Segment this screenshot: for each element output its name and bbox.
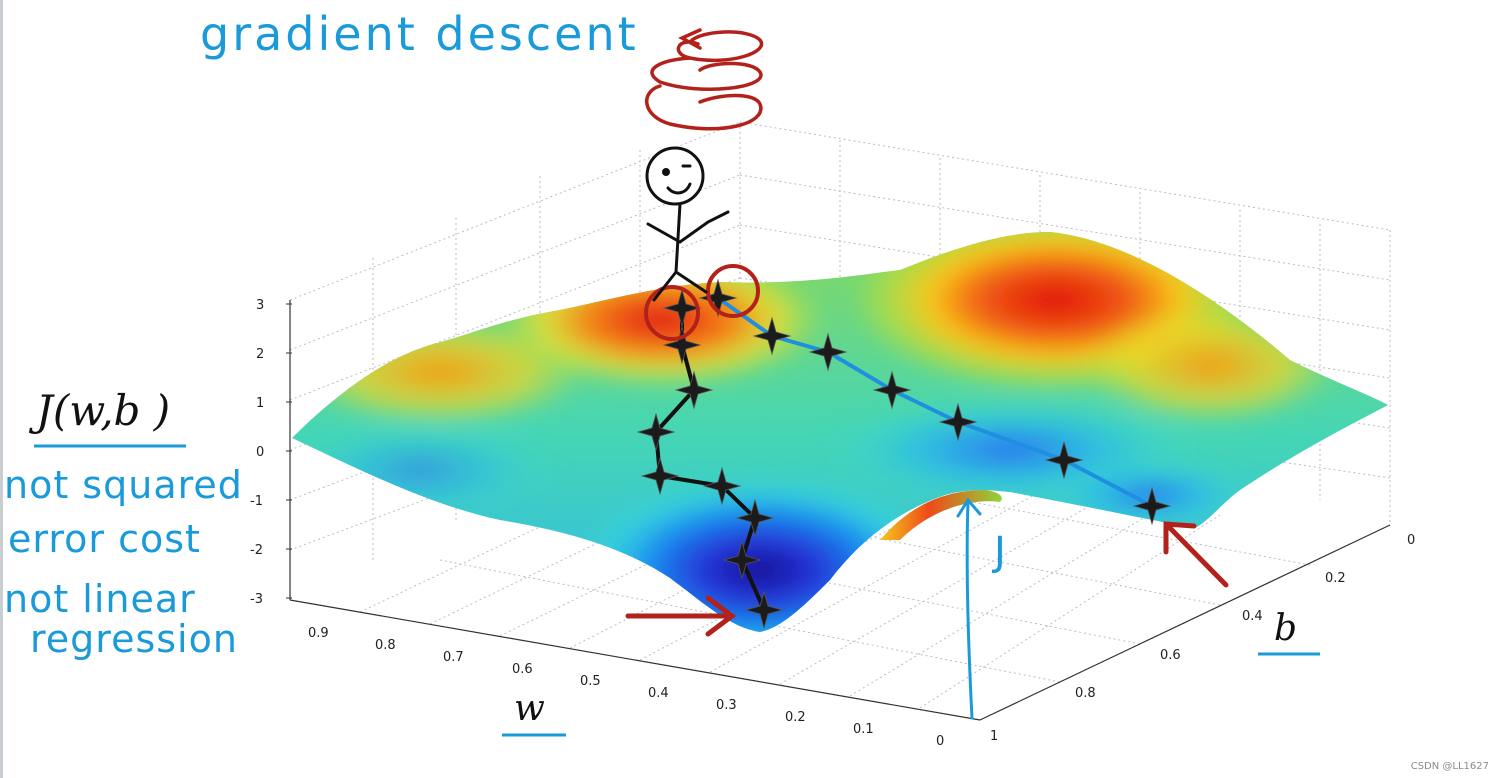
j-label: J: [991, 529, 1006, 575]
step-star-marker: [722, 540, 762, 580]
step-star-marker: [636, 412, 676, 452]
note-line-4: regression: [30, 617, 238, 661]
w-tick: 0.4: [648, 686, 669, 701]
start-circle-left: [644, 285, 700, 341]
step-star-marker: [640, 456, 680, 496]
step-star-marker: [662, 325, 702, 365]
step-star-marker: [1132, 486, 1172, 526]
w-tick: 0: [936, 734, 944, 749]
z-tick: -2: [250, 543, 263, 558]
note-line-3: not linear: [4, 577, 196, 621]
note-line-2: error cost: [8, 517, 201, 561]
cost-surface: [292, 232, 1388, 632]
z-tick: 2: [256, 347, 264, 362]
j-axis-arrow: [956, 497, 982, 720]
step-star-marker: [808, 332, 848, 372]
minimum-arrow-left: [625, 595, 737, 637]
z-tick: -1: [250, 494, 263, 509]
step-star-marker: [938, 402, 978, 442]
stick-figure: [645, 146, 730, 302]
w-tick: 0.8: [375, 638, 396, 653]
b-axis-label: b: [1274, 608, 1297, 649]
b-tick: 0.4: [1242, 609, 1263, 624]
cost-function-label: J(w,b ): [28, 386, 170, 435]
z-tick: -3: [250, 592, 263, 607]
step-markers: [636, 278, 1172, 630]
b-axis: 0 0.2 0.4 0.6 0.8 1: [990, 533, 1415, 744]
z-tick: 1: [256, 396, 264, 411]
axes-frame: [289, 300, 1391, 721]
w-axis-label: w: [514, 688, 545, 729]
b-tick: 0.2: [1325, 571, 1346, 586]
step-star-marker: [872, 370, 912, 410]
z-axis: 3 2 1 0 -1 -2 -3: [250, 298, 292, 607]
w-tick: 0.2: [785, 710, 806, 725]
w-tick: 0.9: [308, 626, 329, 641]
note-line-1: not squared: [4, 463, 243, 507]
b-tick: 0: [1407, 533, 1415, 548]
z-tick: 0: [256, 445, 264, 460]
step-star-marker: [674, 370, 714, 410]
step-star-marker: [744, 590, 784, 630]
step-star-marker: [735, 498, 775, 538]
b-tick: 0.6: [1160, 648, 1181, 663]
step-star-marker: [702, 466, 742, 506]
step-star-marker: [752, 316, 792, 356]
spin-scribble-icon: [644, 28, 764, 131]
left-border: [0, 0, 3, 778]
w-tick: 0.6: [512, 662, 533, 677]
minimum-arrow-right: [1163, 521, 1229, 588]
w-tick: 0.7: [443, 650, 464, 665]
w-tick: 0.3: [716, 698, 737, 713]
start-circle-right: [706, 264, 760, 318]
step-star-marker: [1044, 440, 1084, 480]
w-axis: 0.9 0.8 0.7 0.6 0.5 0.4 0.3 0.2 0.1 0: [308, 626, 944, 749]
w-tick: 0.1: [853, 722, 874, 737]
title-gradient-descent: gradient descent: [200, 7, 639, 61]
watermark: CSDN @LL1627: [1410, 761, 1489, 772]
b-tick: 0.8: [1075, 686, 1096, 701]
b-tick: 1: [990, 729, 998, 744]
w-tick: 0.5: [580, 674, 601, 689]
z-tick: 3: [256, 298, 264, 313]
